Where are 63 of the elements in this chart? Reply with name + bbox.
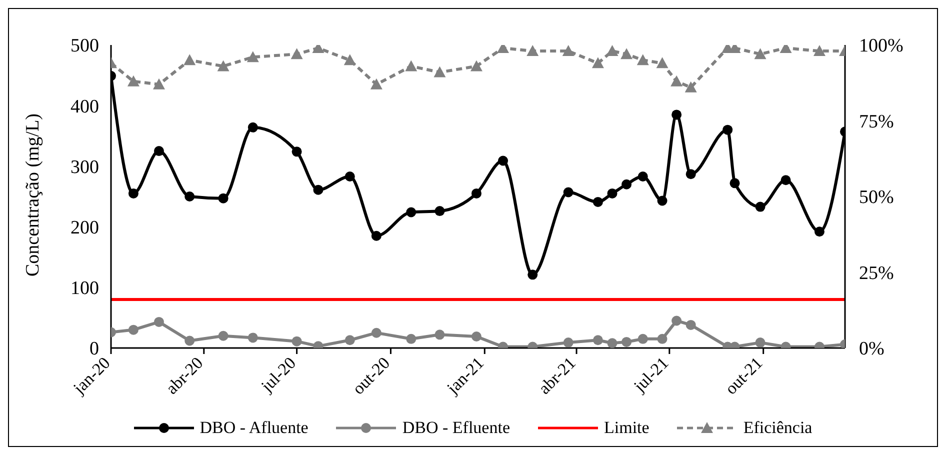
legend-label: DBO - Afluente	[200, 418, 308, 438]
legend-label: Limite	[604, 418, 650, 438]
point	[528, 270, 538, 280]
point	[755, 338, 766, 348]
point	[313, 184, 324, 195]
legend-label: Eficiência	[743, 418, 812, 438]
point	[344, 172, 355, 182]
point	[730, 178, 740, 188]
point	[563, 187, 574, 198]
point	[406, 207, 416, 218]
point	[406, 334, 416, 344]
point	[672, 316, 682, 326]
point	[722, 124, 733, 135]
point	[184, 336, 195, 346]
point	[154, 316, 164, 327]
point	[622, 179, 632, 190]
point	[471, 331, 482, 342]
point	[563, 338, 574, 348]
y2-tick-label: 100%	[859, 36, 904, 57]
point	[184, 192, 195, 202]
point	[780, 175, 791, 186]
y-tick-label: 0	[90, 338, 99, 360]
y2-tick-label: 50%	[859, 187, 894, 208]
point	[498, 156, 508, 166]
point	[434, 206, 445, 216]
point	[344, 335, 355, 346]
point	[434, 330, 445, 340]
point	[607, 338, 618, 348]
point	[371, 328, 382, 338]
point	[371, 230, 382, 241]
y-axis-title: Concentração (mg/L)	[22, 113, 44, 276]
point	[592, 335, 603, 346]
point	[292, 146, 302, 157]
legend-label: DBO - Efluente	[402, 418, 510, 438]
y2-tick-label: 75%	[859, 111, 894, 132]
point	[154, 146, 164, 156]
point	[755, 202, 766, 212]
point	[657, 334, 668, 344]
y2-tick-label: 25%	[859, 262, 894, 284]
point	[592, 196, 603, 207]
point	[128, 188, 138, 198]
point	[686, 320, 696, 330]
point	[686, 169, 696, 180]
point	[607, 188, 618, 198]
y-tick-label: 100	[70, 278, 99, 300]
point	[622, 336, 632, 347]
point	[218, 193, 228, 204]
y-tick-label: 200	[70, 218, 99, 239]
y2-tick-label: 0%	[859, 338, 884, 360]
y-tick-label: 500	[70, 36, 99, 57]
point	[638, 334, 648, 344]
y-tick-label: 300	[70, 156, 99, 178]
point	[292, 336, 302, 346]
point	[638, 172, 648, 182]
y-tick-label: 400	[70, 96, 99, 118]
point	[814, 226, 824, 237]
point	[657, 196, 668, 206]
point	[218, 330, 228, 341]
point	[672, 110, 682, 120]
point	[471, 188, 482, 198]
point	[128, 324, 138, 335]
point	[248, 122, 258, 132]
point	[248, 332, 258, 343]
